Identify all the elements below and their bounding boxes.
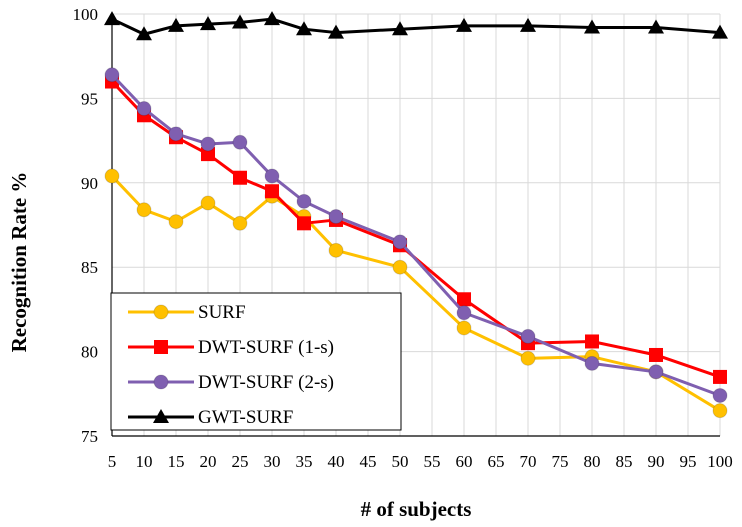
data-point (233, 170, 247, 185)
x-tick-label: 60 (456, 452, 473, 471)
data-point (104, 67, 120, 83)
data-point (104, 168, 120, 184)
data-point (392, 259, 408, 275)
x-tick-label: 55 (424, 452, 441, 471)
x-tick-label: 65 (488, 452, 505, 471)
y-tick-label: 100 (73, 5, 99, 24)
legend-label: GWT-SURF (198, 407, 293, 428)
data-point (265, 184, 279, 199)
data-point (264, 11, 280, 26)
x-tick-label: 5 (108, 452, 117, 471)
data-point (297, 216, 311, 231)
x-axis-title: # of subjects (361, 497, 472, 521)
data-point (200, 16, 216, 31)
data-point (392, 21, 408, 36)
y-axis-title: Recognition Rate % (7, 172, 31, 353)
x-tick-label: 20 (200, 452, 217, 471)
x-tick-label: 25 (232, 452, 249, 471)
y-tick-label: 95 (81, 89, 98, 108)
data-point (328, 242, 344, 258)
y-tick-label: 80 (81, 343, 98, 362)
data-point (296, 193, 312, 209)
data-point (136, 101, 152, 117)
x-tick-label: 45 (360, 452, 377, 471)
x-tick-label: 35 (296, 452, 313, 471)
x-tick-label: 90 (648, 452, 665, 471)
data-point (585, 334, 599, 349)
data-point (649, 347, 663, 362)
legend-item: DWT-SURF (2-s) (128, 372, 334, 393)
data-point (136, 202, 152, 218)
y-tick-labels: 75 80 85 90 95 100 (73, 5, 99, 446)
legend-marker (153, 409, 169, 423)
data-point (168, 126, 184, 142)
data-point (104, 11, 120, 26)
data-point (456, 320, 472, 336)
data-point (264, 168, 280, 184)
x-tick-label: 100 (707, 452, 733, 471)
x-tick-label: 10 (136, 452, 153, 471)
x-tick-labels: 5 10 15 20 25 30 35 40 45 50 55 60 65 70 75 80 85 90 95 100 (108, 452, 733, 471)
data-point (136, 26, 152, 41)
series-gwt-surf (104, 11, 728, 41)
x-tick-label: 85 (616, 452, 633, 471)
x-tick-label: 70 (520, 452, 537, 471)
legend-item: GWT-SURF (128, 407, 293, 428)
y-tick-label: 75 (81, 427, 98, 446)
data-point (457, 292, 471, 307)
y-tick-label: 85 (81, 258, 98, 277)
x-tick-label: 80 (584, 452, 601, 471)
data-point (712, 403, 728, 419)
data-point (328, 209, 344, 225)
series-line (111, 17, 721, 36)
data-point (232, 215, 248, 231)
data-point (456, 305, 472, 321)
x-tick-label: 75 (552, 452, 569, 471)
data-point (232, 14, 248, 29)
data-point (584, 19, 600, 34)
legend-label: DWT-SURF (2-s) (198, 372, 334, 393)
legend-marker (153, 374, 169, 390)
legend: SURF DWT-SURF (1-s) DWT-SURF (2-s) GWT-SURF (110, 292, 402, 431)
x-tick-label: 15 (168, 452, 185, 471)
data-point (648, 19, 664, 34)
data-point (168, 214, 184, 230)
legend-item: SURF (128, 302, 246, 323)
data-point (201, 147, 215, 162)
data-point (520, 328, 536, 344)
data-point (712, 24, 728, 39)
legend-marker (154, 340, 168, 354)
data-point (392, 234, 408, 250)
data-point (520, 17, 536, 32)
series-dwt-surf-2-s- (104, 67, 728, 403)
data-point (200, 136, 216, 152)
data-point (520, 350, 536, 366)
legend-label: SURF (198, 302, 246, 323)
data-point (456, 17, 472, 32)
data-point (168, 17, 184, 32)
data-point (648, 364, 664, 380)
legend-item: DWT-SURF (1-s) (128, 337, 334, 358)
x-tick-label: 30 (264, 452, 281, 471)
data-point (200, 195, 216, 211)
data-point (584, 355, 600, 371)
x-tick-label: 40 (328, 452, 345, 471)
data-point (712, 387, 728, 403)
legend-label: DWT-SURF (1-s) (198, 337, 334, 358)
data-point (296, 21, 312, 36)
series-lines (104, 11, 728, 419)
legend-marker (153, 304, 169, 320)
x-tick-label: 95 (680, 452, 697, 471)
data-point (713, 369, 727, 384)
data-point (232, 134, 248, 150)
x-tick-label: 50 (392, 452, 409, 471)
data-point (328, 24, 344, 39)
y-tick-label: 90 (81, 174, 98, 193)
